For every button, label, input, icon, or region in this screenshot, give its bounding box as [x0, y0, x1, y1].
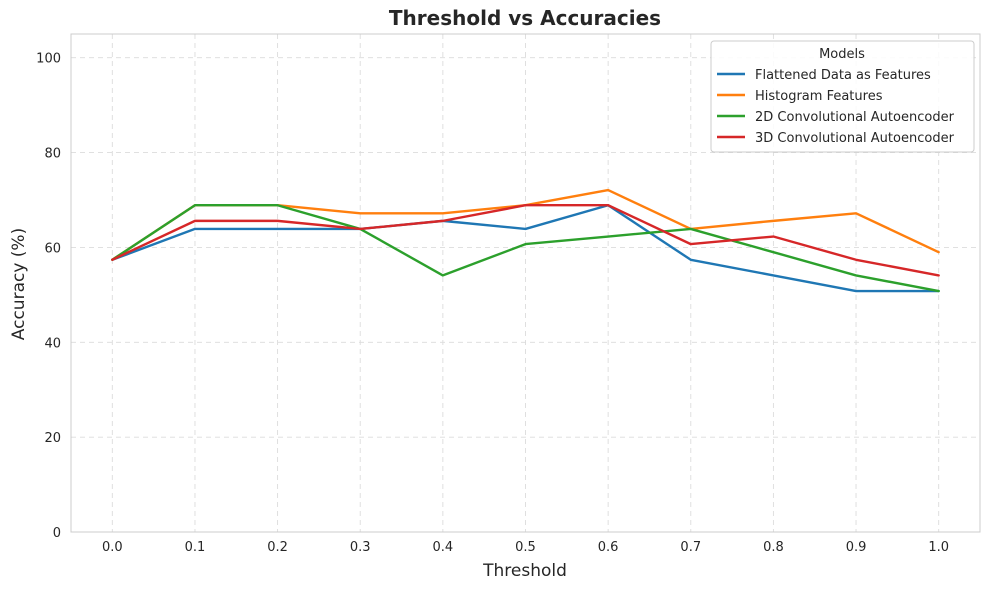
x-tick-label: 0.3 — [350, 540, 371, 555]
x-tick-label: 0.5 — [515, 540, 536, 555]
legend-entry-label: 2D Convolutional Autoencoder — [755, 110, 955, 125]
y-tick-label: 60 — [44, 241, 61, 256]
x-tick-label: 0.8 — [763, 540, 784, 555]
y-tick-label: 80 — [44, 147, 61, 162]
legend: Models Flattened Data as Features Histogr… — [710, 40, 975, 153]
x-tick-label: 0.1 — [185, 540, 206, 555]
y-tick-label: 20 — [44, 431, 61, 446]
x-tick-label: 0.0 — [102, 540, 123, 555]
legend-entry-label: Histogram Features — [755, 89, 883, 104]
legend-entry-label: 3D Convolutional Autoencoder — [755, 131, 955, 146]
legend-box — [710, 40, 975, 153]
chart-title: Threshold vs Accuracies — [389, 6, 661, 30]
x-tick-label: 0.9 — [846, 540, 867, 555]
series-lines — [111, 188, 940, 293]
series-line-3 — [111, 204, 940, 293]
x-tick-label: 0.6 — [598, 540, 619, 555]
plot-area — [70, 33, 981, 533]
x-tick-label: 0.7 — [680, 540, 701, 555]
series-line-4 — [111, 204, 940, 277]
y-tick-label: 40 — [44, 336, 61, 351]
x-tick-label: 1.0 — [928, 540, 949, 555]
axis-ticks: 0.0 0.1 0.2 0.3 0.4 0.5 0.6 0.7 0.8 0.9 1.0 0 20 40 60… — [36, 52, 949, 555]
x-axis-label: Threshold — [482, 561, 567, 581]
x-tick-label: 0.2 — [267, 540, 288, 555]
y-tick-label: 0 — [53, 526, 61, 541]
series-line-1 — [111, 204, 940, 293]
legend-entry-label: Flattened Data as Features — [755, 68, 931, 83]
y-tick-label: 100 — [36, 52, 61, 67]
x-tick-label: 0.4 — [433, 540, 454, 555]
legend-title: Models — [819, 47, 865, 62]
y-axis-label: Accuracy (%) — [9, 228, 29, 340]
